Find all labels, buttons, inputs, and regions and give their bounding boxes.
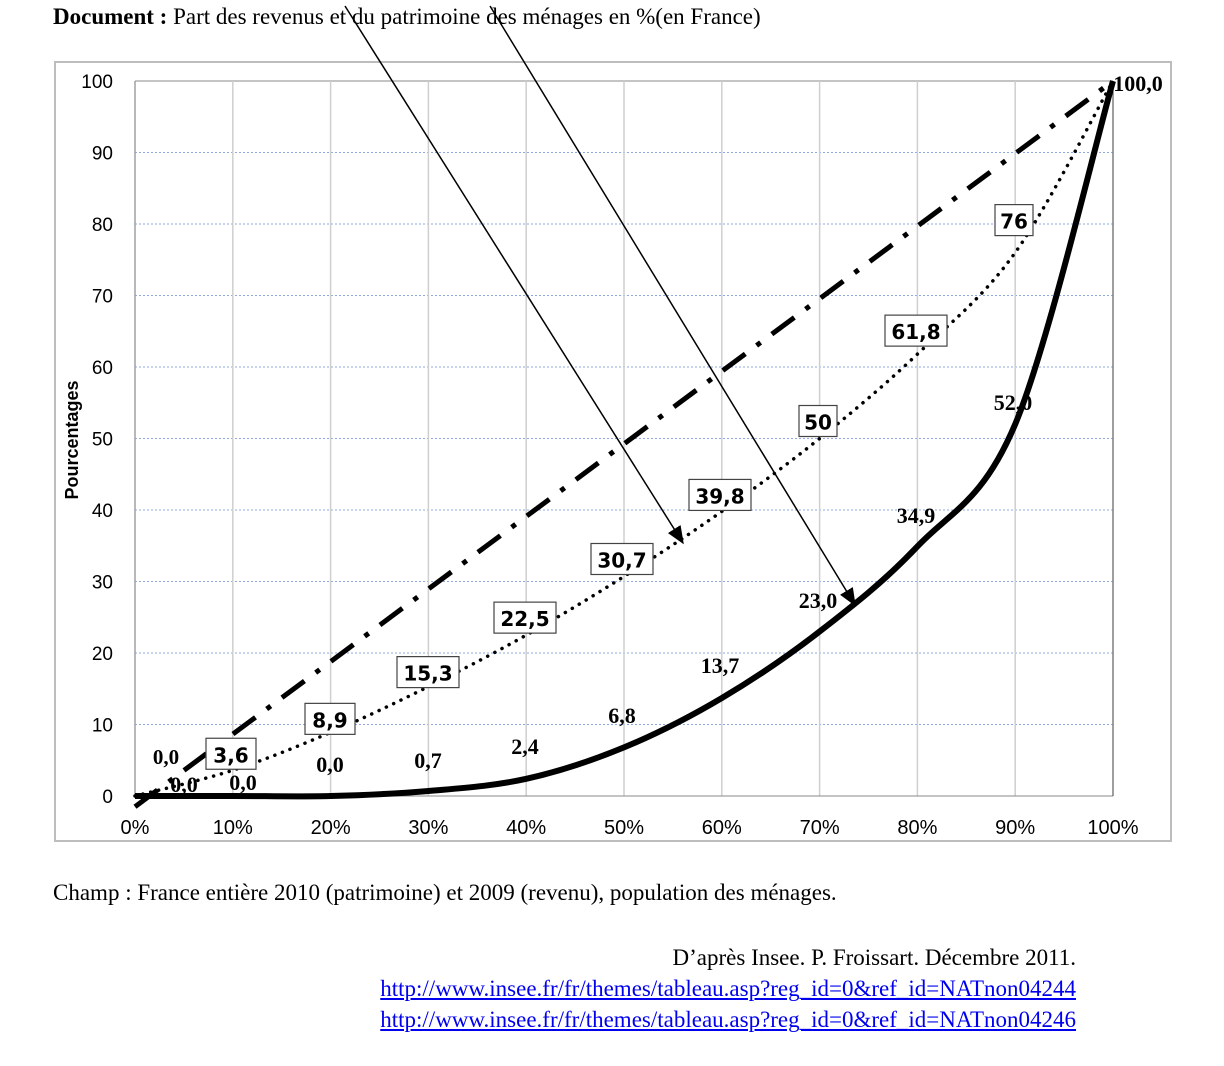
revenue-label-box <box>205 737 257 770</box>
y-tick-label: 70 <box>92 287 113 308</box>
y-tick-label: 10 <box>92 716 113 737</box>
revenue-label-box <box>688 478 752 512</box>
patrimoine-data-label: 23,0 <box>799 588 838 613</box>
revenue-data-label: 39,8 <box>695 484 744 508</box>
x-tick-label: 20% <box>311 817 351 839</box>
patrimoine-data-label: 2,4 <box>511 734 539 759</box>
y-tick-label: 60 <box>92 358 113 379</box>
patrimoine-data-label: 6,8 <box>608 703 636 728</box>
revenue-data-label: 0,0 <box>153 745 179 769</box>
patrimoine-data-label: 0,0 <box>170 772 198 797</box>
x-tick-label: 70% <box>800 817 840 839</box>
title-text: Part des revenus et du patrimoine des mé… <box>167 4 761 29</box>
y-tick-label: 100 <box>81 72 113 93</box>
patrimoine-data-label: 13,7 <box>701 653 740 678</box>
document-title: Document : Part des revenus et du patrim… <box>53 4 761 30</box>
x-tick-label: 100% <box>1087 817 1138 839</box>
revenue-data-label: 76 <box>1000 210 1028 234</box>
arrow-to-patrimoine <box>489 5 856 607</box>
source-block: D’après Insee. P. Froissart. Décembre 20… <box>380 942 1076 1035</box>
y-tick-label: 0 <box>102 787 113 808</box>
champ-note: Champ : France entière 2010 (patrimoine)… <box>53 880 837 905</box>
revenue-label-box <box>304 702 356 735</box>
y-tick-label: 50 <box>92 430 113 451</box>
revenue-label-box <box>994 204 1034 237</box>
y-tick-label: 80 <box>92 215 113 236</box>
equality-line <box>133 78 1115 809</box>
x-tick-label: 60% <box>702 817 742 839</box>
x-tick-label: 90% <box>995 817 1035 839</box>
patrimoine-data-label: 0,0 <box>229 770 257 795</box>
patrimoine-data-label: 34,9 <box>897 503 936 528</box>
x-tick-label: 50% <box>604 817 644 839</box>
patrimoine-data-label: 100,0 <box>1113 71 1163 96</box>
revenue-label-box <box>493 601 557 634</box>
y-tick-label: 90 <box>92 144 113 165</box>
revenue-data-label: 15,3 <box>403 662 452 686</box>
revenue-label-box <box>396 656 460 689</box>
patrimoine-data-label: 52,0 <box>994 390 1033 415</box>
revenue-label-box <box>798 404 838 438</box>
arrow-to-revenue <box>344 5 684 545</box>
revenue-data-label: 61,8 <box>891 320 940 344</box>
patrimoine-data-label: 0,0 <box>316 752 344 777</box>
y-tick-label: 30 <box>92 573 113 594</box>
x-tick-label: 40% <box>506 817 546 839</box>
source-text: D’après Insee. P. Froissart. Décembre 20… <box>672 945 1076 970</box>
source-link-1[interactable]: http://www.insee.fr/fr/themes/tableau.as… <box>380 976 1076 1001</box>
patrimoine-curve <box>135 80 1116 800</box>
y-axis-label: Pourcentages <box>62 380 82 499</box>
revenue-data-label: 30,7 <box>597 548 646 572</box>
revenue-data-label: 50 <box>804 411 832 435</box>
revenue-label-box <box>590 542 654 576</box>
x-tick-label: 30% <box>408 817 448 839</box>
revenue-data-label: 22,5 <box>500 607 549 631</box>
title-label: Document : <box>53 4 168 29</box>
x-tick-label: 80% <box>897 817 937 839</box>
y-tick-label: 40 <box>92 501 113 522</box>
y-tick-label: 20 <box>92 644 113 665</box>
revenue-data-label: 3,6 <box>213 743 248 767</box>
x-tick-label: 0% <box>121 817 150 839</box>
revenue-curve <box>133 79 1115 798</box>
revenue-data-label: 8,9 <box>312 708 347 732</box>
patrimoine-data-label: 0,7 <box>414 748 442 773</box>
revenue-label-box <box>884 314 948 347</box>
chart-frame <box>54 61 1172 842</box>
x-tick-label: 10% <box>213 817 253 839</box>
source-link-2[interactable]: http://www.insee.fr/fr/themes/tableau.as… <box>380 1007 1076 1032</box>
